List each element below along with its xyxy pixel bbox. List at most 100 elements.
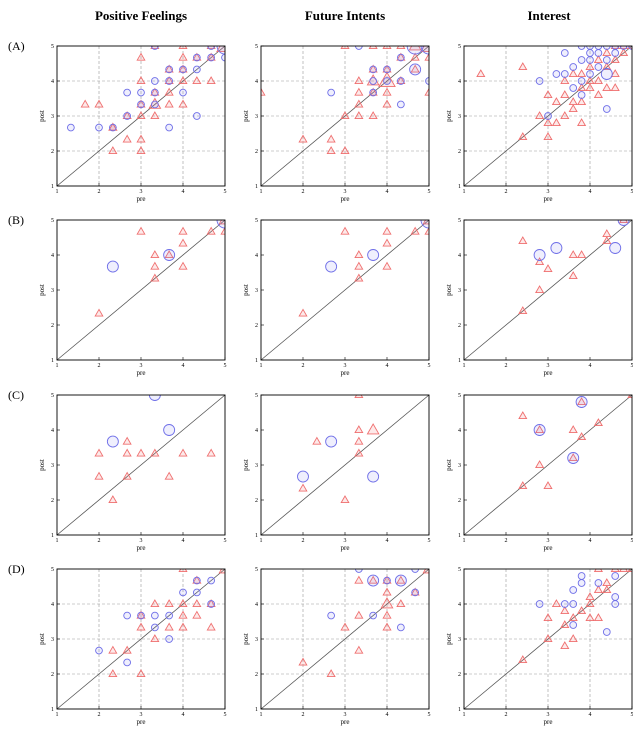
triangle-point xyxy=(178,448,188,457)
triangle-point xyxy=(216,46,225,52)
triangle-point xyxy=(354,261,364,270)
x-tick-label: 3 xyxy=(547,538,550,544)
x-tick-label: 2 xyxy=(98,363,101,369)
y-axis-label: post xyxy=(242,459,250,471)
triangle-point xyxy=(366,423,380,435)
triangle-point xyxy=(577,97,587,106)
y-tick-label: 2 xyxy=(51,149,54,155)
x-tick-label: 4 xyxy=(589,189,592,195)
x-tick-label: 4 xyxy=(589,363,592,369)
circle-point xyxy=(577,77,586,85)
triangle-point xyxy=(206,76,216,85)
circle-point xyxy=(594,63,603,71)
x-tick-label: 5 xyxy=(224,363,227,369)
circle-point xyxy=(567,452,580,464)
triangle-point xyxy=(602,236,612,245)
triangle-point xyxy=(410,226,420,235)
circle-point xyxy=(151,623,159,632)
triangle-point xyxy=(164,622,174,631)
x-axis-label: pre xyxy=(544,544,553,552)
diagonal-reference-line xyxy=(260,219,430,361)
triangle-point xyxy=(340,46,350,50)
y-tick-label: 4 xyxy=(255,253,258,259)
scatter-panel-A1: 1 2 3 4 5 1 2 3 4 5 pre post xyxy=(38,44,227,203)
triangle-point xyxy=(136,52,146,61)
triangle-point xyxy=(164,87,174,96)
triangle-point xyxy=(368,575,378,584)
triangle-point xyxy=(178,64,188,73)
circle-point xyxy=(123,658,131,667)
circle-point xyxy=(207,576,215,585)
triangle-point xyxy=(206,46,216,50)
triangle-point xyxy=(535,425,545,434)
triangle-point xyxy=(136,669,146,678)
y-tick-label: 3 xyxy=(458,637,461,643)
triangle-point xyxy=(410,64,420,73)
y-axis-label: post xyxy=(38,459,46,471)
y-tick-label: 4 xyxy=(255,79,258,85)
y-tick-label: 1 xyxy=(458,358,461,364)
triangle-point xyxy=(518,411,528,420)
triangle-point xyxy=(568,104,578,113)
y-tick-label: 1 xyxy=(51,533,54,539)
triangle-point xyxy=(94,471,104,480)
circle-point xyxy=(148,395,161,401)
triangle-point xyxy=(80,99,90,108)
triangle-point xyxy=(543,264,553,273)
circle-point xyxy=(151,77,159,85)
triangle-point xyxy=(593,55,603,64)
y-tick-label: 2 xyxy=(255,323,258,329)
circle-point xyxy=(594,46,603,50)
circle-point xyxy=(367,249,380,261)
triangle-point xyxy=(108,669,118,678)
triangle-point xyxy=(122,471,132,480)
x-axis-label: pre xyxy=(341,718,350,726)
y-tick-label: 1 xyxy=(51,707,54,713)
triangle-point xyxy=(178,226,188,235)
triangle-point xyxy=(206,52,216,61)
triangle-point xyxy=(535,460,545,469)
triangle-point xyxy=(568,271,578,280)
triangle-point xyxy=(206,599,216,608)
triangle-point xyxy=(192,599,202,608)
scatter-panel-B2: 1 2 3 4 5 1 2 3 4 5 pre post xyxy=(242,218,431,377)
triangle-point xyxy=(560,620,570,629)
triangle-point xyxy=(396,46,406,50)
triangle-point xyxy=(298,657,308,666)
scatter-panel-A2: 1 2 3 4 5 1 2 3 4 5 pre post xyxy=(242,44,431,203)
circle-point xyxy=(165,611,173,620)
triangle-point xyxy=(577,69,587,78)
y-tick-label: 2 xyxy=(255,672,258,678)
row-label-c: (C) xyxy=(8,388,24,402)
triangle-point xyxy=(619,46,629,50)
x-tick-label: 3 xyxy=(547,712,550,718)
scatter-panel-D3: 1 2 3 4 5 1 2 3 4 5 pre post xyxy=(445,567,633,726)
triangle-point xyxy=(354,448,364,457)
triangle-point xyxy=(382,46,392,50)
circle-point xyxy=(151,611,159,620)
diagonal-reference-line xyxy=(56,219,226,361)
x-axis-label: pre xyxy=(544,369,553,377)
x-tick-label: 1 xyxy=(463,712,466,718)
circle-point xyxy=(586,49,594,57)
triangle-point xyxy=(382,610,392,619)
triangle-point xyxy=(551,118,561,127)
circle-point xyxy=(123,611,131,620)
scatter-panel-B1: 1 2 3 4 5 1 2 3 4 5 pre post xyxy=(38,218,227,377)
circle-point xyxy=(406,46,424,55)
triangle-point xyxy=(568,250,578,259)
triangle-point xyxy=(368,46,378,50)
marks-C1 xyxy=(94,395,216,504)
circle-point xyxy=(163,249,176,261)
circle-point xyxy=(123,112,131,120)
circle-point xyxy=(569,621,578,629)
circle-point xyxy=(552,70,561,78)
circle-point xyxy=(369,77,377,85)
triangle-point xyxy=(560,111,570,120)
triangle-point xyxy=(312,436,322,445)
x-tick-label: 5 xyxy=(631,538,633,544)
triangle-point xyxy=(178,599,188,608)
triangle-point xyxy=(94,308,104,317)
triangle-point xyxy=(340,146,350,155)
triangle-point xyxy=(518,655,528,664)
